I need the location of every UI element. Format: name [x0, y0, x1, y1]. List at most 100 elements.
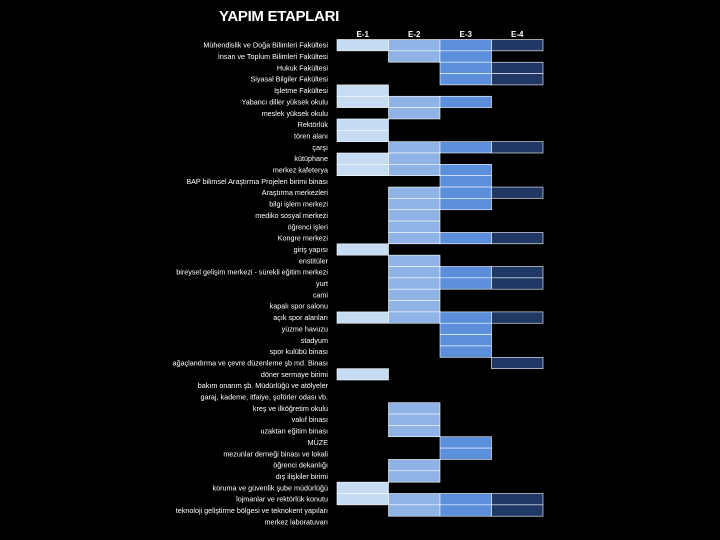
stage-cell-e-1: [336, 164, 389, 177]
row-label: açık spor alanları: [273, 313, 328, 322]
stage-cell-e-3: [439, 198, 492, 211]
stage-cell-e-3: [439, 447, 492, 460]
stage-cell-e-2: [388, 141, 441, 154]
row-label: enstitüler: [299, 256, 329, 265]
stage-cell-e-4: [491, 504, 544, 517]
stage-cell-e-2: [388, 50, 441, 63]
stage-cell-e-4: [491, 277, 544, 290]
stage-cell-e-3: [439, 311, 492, 324]
stage-cell-e-4: [491, 73, 544, 86]
stage-cell-e-3: [439, 175, 492, 188]
row-label: teknoloji geliştirme bölgesi ve teknoken…: [176, 506, 328, 515]
stage-cell-e-3: [439, 164, 492, 177]
row-label: döner sermaye birimi: [261, 370, 329, 379]
row-label: yüzme havuzu: [282, 324, 328, 333]
row-label: stadyum: [301, 336, 328, 345]
stage-cell-e-3: [439, 61, 492, 74]
stage-cell-e-2: [388, 39, 441, 52]
stage-cell-e-3: [439, 73, 492, 86]
stage-cell-e-1: [336, 95, 389, 108]
stage-cell-e-2: [388, 413, 441, 426]
stage-cell-e-2: [388, 164, 441, 177]
stage-cell-e-1: [336, 368, 389, 381]
column-header-e-1: E-1: [357, 30, 370, 39]
row-label: merkez laboratuvarı: [264, 517, 328, 526]
stage-cell-e-2: [388, 186, 441, 199]
stage-cell-e-4: [491, 232, 544, 245]
stage-cell-e-2: [388, 288, 441, 301]
stage-cell-e-1: [336, 311, 389, 324]
stage-cell-e-1: [336, 118, 389, 131]
row-label: bilgi işlem merkezi: [269, 200, 328, 209]
stage-cell-e-3: [439, 95, 492, 108]
stage-cell-e-2: [388, 107, 441, 120]
stage-cell-e-2: [388, 254, 441, 267]
stage-cell-e-4: [491, 266, 544, 279]
stage-cell-e-3: [439, 334, 492, 347]
stage-cell-e-3: [439, 186, 492, 199]
stage-cell-e-3: [439, 232, 492, 245]
row-label: Rektörlük: [298, 120, 329, 129]
row-label: Siyasal Bilgiler Fakültesi: [251, 75, 329, 84]
stage-cell-e-4: [491, 311, 544, 324]
row-label: ağaçlandırma ve çevre düzenleme şb md. B…: [173, 358, 328, 367]
row-label: uzaktan eğitim binası: [260, 427, 328, 436]
row-label: öğrenci dekanlığı: [273, 461, 328, 470]
row-label: mezunlar derneği binası ve lokali: [223, 449, 328, 458]
row-label: Hukuk Fakültesi: [277, 63, 329, 72]
column-header-e-4: E-4: [511, 30, 524, 39]
row-label: kapalı spor salonu: [270, 302, 328, 311]
stage-cell-e-2: [388, 402, 441, 415]
stage-cell-e-2: [388, 198, 441, 211]
stage-cell-e-2: [388, 220, 441, 233]
stage-cell-e-2: [388, 470, 441, 483]
stage-cell-e-3: [439, 436, 492, 449]
stage-cell-e-3: [439, 277, 492, 290]
row-label: kütüphane: [294, 154, 328, 163]
stage-cell-e-1: [336, 243, 389, 256]
stage-cell-e-4: [491, 61, 544, 74]
stage-cell-e-4: [491, 141, 544, 154]
row-label: dış ilişkiler birimi: [276, 472, 329, 481]
row-label: garaj, kademe, itfaiye, şoförler odası v…: [201, 393, 328, 402]
stage-cell-e-1: [336, 130, 389, 142]
stage-cell-e-3: [439, 50, 492, 63]
column-header-e-3: E-3: [460, 30, 473, 39]
stage-cell-e-2: [388, 232, 441, 245]
stage-cell-e-3: [439, 493, 492, 506]
stage-cell-e-3: [439, 141, 492, 154]
row-label: İşletme Fakültesi: [274, 86, 328, 95]
stage-cell-e-2: [388, 209, 441, 222]
stage-cell-e-1: [336, 493, 389, 506]
stage-cell-e-3: [439, 266, 492, 279]
stage-cell-e-3: [439, 345, 492, 358]
row-label: Yabancı diller yüksek okulu: [241, 97, 328, 106]
row-label: spor kulübü binası: [270, 347, 328, 356]
row-label: koruma ve güvenlik şube müdürlüğü: [213, 483, 328, 492]
stage-cell-e-2: [388, 311, 441, 324]
stage-cell-e-2: [388, 425, 441, 438]
stage-cell-e-1: [336, 84, 389, 97]
column-header-e-2: E-2: [408, 30, 421, 39]
row-label: yurt: [316, 279, 328, 288]
row-label: Kongre merkezi: [278, 234, 329, 243]
row-label: bireysel gelişim merkezi - sürekli eğiti…: [176, 268, 328, 277]
stage-cell-e-3: [439, 39, 492, 52]
stage-cell-e-4: [491, 39, 544, 52]
stage-cell-e-2: [388, 277, 441, 290]
row-label: İnsan ve Toplum Bilimleri Fakültesi: [218, 52, 329, 61]
row-label: Mühendislik ve Doğa Bilimleri Fakültesi: [203, 41, 328, 50]
stage-cell-e-1: [336, 39, 389, 52]
stage-cell-e-3: [439, 504, 492, 517]
row-label: MÜZE: [308, 438, 329, 447]
row-label: BAP bilimsel Araştırma Projeleri birimi …: [186, 177, 328, 186]
stage-cell-e-1: [336, 152, 389, 165]
row-label: lojmanlar ve rektörlük konutu: [236, 495, 328, 504]
stage-cell-e-2: [388, 504, 441, 517]
stage-cell-e-2: [388, 95, 441, 108]
stage-cell-e-1: [336, 481, 389, 494]
stage-cell-e-3: [439, 322, 492, 335]
row-label: mediko sosyal merkezi: [255, 211, 328, 220]
